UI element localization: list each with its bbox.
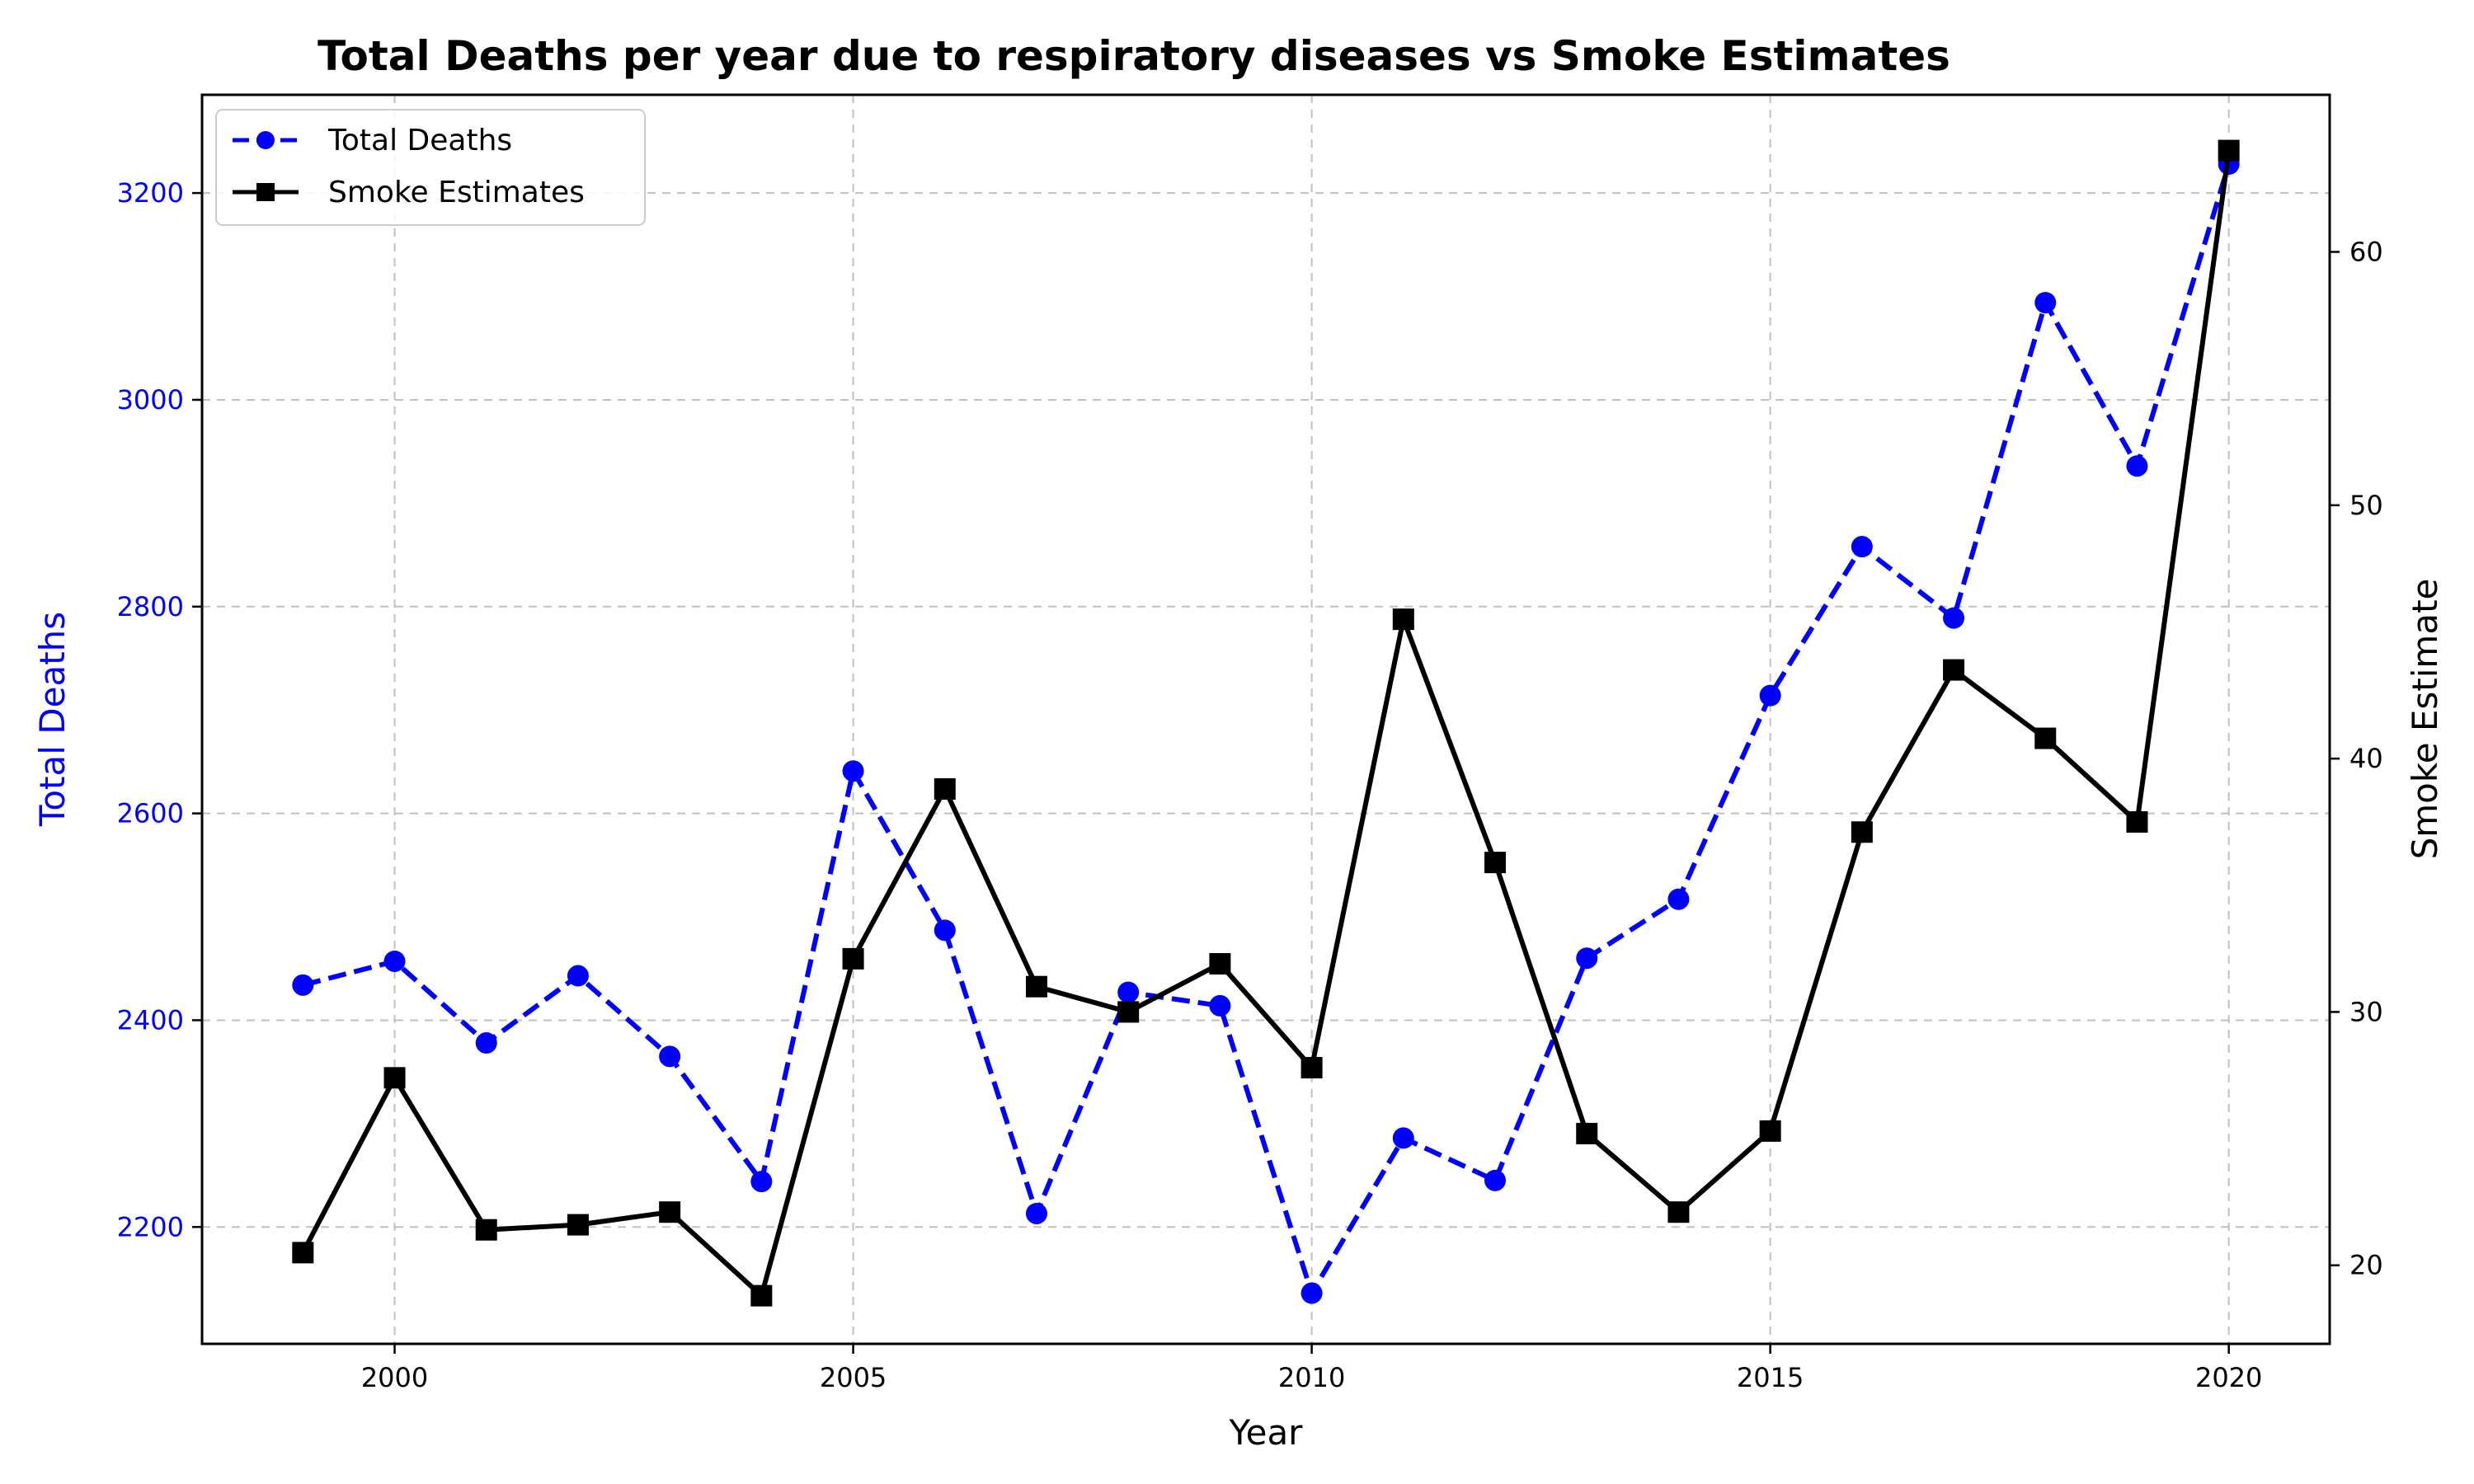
legend-label-total-deaths: Total Deaths [327, 124, 512, 157]
legend-label-smoke-estimates: Smoke Estimates [328, 176, 585, 209]
data-point-total-deaths-2006 [934, 919, 956, 942]
data-point-smoke-estimates-2001 [475, 1219, 497, 1241]
y-tick-label-2600: 2600 [117, 798, 184, 829]
data-point-total-deaths-2018 [2034, 292, 2057, 314]
data-point-smoke-estimates-2017 [1943, 659, 1965, 681]
legend: Total Deaths Smoke Estimates [215, 109, 646, 226]
y-tick-label-2400: 2400 [117, 1004, 184, 1036]
data-point-smoke-estimates-1999 [292, 1242, 314, 1264]
data-point-smoke-estimates-2018 [2034, 727, 2057, 749]
y-axis-label: Total Deaths [32, 612, 73, 827]
y2-tick-label-40: 40 [2349, 743, 2383, 774]
chart-title: Total Deaths per year due to respiratory… [317, 32, 1950, 80]
data-point-smoke-estimates-2016 [1851, 821, 1873, 843]
data-point-smoke-estimates-2015 [1759, 1120, 1781, 1142]
data-point-total-deaths-2000 [383, 950, 406, 972]
data-point-smoke-estimates-2006 [934, 778, 956, 801]
data-point-smoke-estimates-2005 [842, 947, 864, 970]
data-point-total-deaths-2002 [567, 965, 589, 987]
data-point-total-deaths-2003 [659, 1045, 681, 1068]
grid [202, 95, 2330, 1344]
data-point-smoke-estimates-2008 [1117, 1001, 1140, 1023]
data-point-total-deaths-2011 [1392, 1127, 1414, 1149]
data-point-smoke-estimates-2000 [383, 1067, 406, 1089]
series-line-smoke-estimates [300, 150, 2232, 1298]
data-point-total-deaths-2001 [475, 1032, 497, 1054]
data-point-total-deaths-2012 [1484, 1169, 1507, 1191]
series-line-total-deaths [302, 163, 2232, 1296]
y2-axis-label: Smoke Estimate [2405, 579, 2445, 860]
data-point-smoke-estimates-2012 [1484, 852, 1507, 874]
axis-ticks: 2000 2005 2010 2015 2020 2200 2400 2600 2800 3000… [117, 177, 2383, 1393]
y2-tick-label-60: 60 [2349, 237, 2383, 268]
data-point-smoke-estimates-2013 [1576, 1122, 1598, 1144]
legend-box [215, 109, 646, 226]
data-point-total-deaths-2009 [1209, 994, 1231, 1017]
data-point-smoke-estimates-2014 [1667, 1201, 1690, 1223]
data-point-smoke-estimates-2003 [659, 1201, 681, 1223]
y-tick-label-2800: 2800 [117, 591, 184, 622]
data-point-total-deaths-2005 [842, 760, 864, 782]
data-point-smoke-estimates-2010 [1300, 1057, 1323, 1079]
data-point-smoke-estimates-2009 [1209, 953, 1231, 975]
legend-marker-total-deaths [256, 131, 275, 149]
y2-tick-label-50: 50 [2349, 490, 2383, 521]
data-point-smoke-estimates-2004 [750, 1284, 773, 1307]
data-point-total-deaths-2015 [1759, 684, 1781, 707]
data-point-total-deaths-2008 [1117, 981, 1140, 1003]
x-tick-label-2020: 2020 [2195, 1362, 2262, 1393]
plot-series [292, 139, 2240, 1307]
data-point-total-deaths-2014 [1667, 888, 1690, 910]
x-tick-label-2000: 2000 [361, 1362, 428, 1393]
data-point-smoke-estimates-2011 [1392, 608, 1414, 631]
data-point-total-deaths-2013 [1576, 947, 1598, 970]
y-tick-label-3000: 3000 [117, 384, 184, 416]
x-tick-label-2005: 2005 [820, 1362, 887, 1393]
y-tick-label-2200: 2200 [117, 1211, 184, 1242]
data-point-total-deaths-2017 [1943, 607, 1965, 629]
data-point-total-deaths-1999 [292, 974, 314, 996]
data-point-smoke-estimates-2007 [1025, 975, 1047, 998]
data-point-total-deaths-2004 [750, 1171, 773, 1193]
data-point-smoke-estimates-2002 [567, 1214, 589, 1236]
data-point-total-deaths-2016 [1851, 536, 1873, 558]
y2-tick-label-30: 30 [2349, 996, 2383, 1027]
legend-marker-smoke-estimates [256, 183, 275, 201]
data-point-total-deaths-2019 [2126, 455, 2148, 477]
data-point-total-deaths-2007 [1025, 1202, 1047, 1224]
x-tick-label-2015: 2015 [1737, 1362, 1804, 1393]
plot-frame [200, 93, 2331, 1345]
x-tick-label-2010: 2010 [1278, 1362, 1345, 1393]
data-point-smoke-estimates-2019 [2126, 810, 2148, 833]
x-axis-label: Year [1229, 1412, 1304, 1453]
data-point-total-deaths-2010 [1300, 1282, 1323, 1304]
data-point-smoke-estimates-2020 [2218, 139, 2240, 162]
y2-tick-label-20: 20 [2349, 1250, 2383, 1281]
y-tick-label-3200: 3200 [117, 177, 184, 209]
